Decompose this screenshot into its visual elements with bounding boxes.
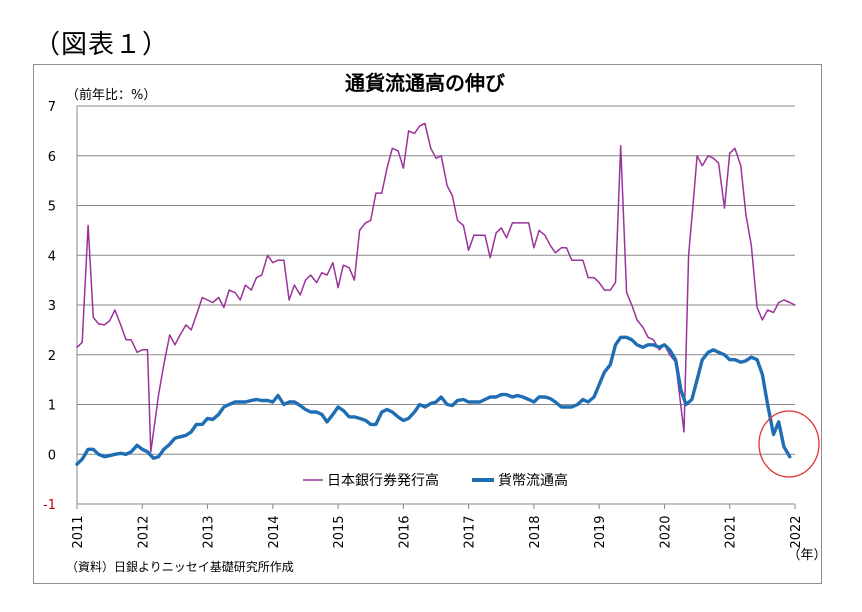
series-lines <box>75 122 796 466</box>
x-tick-label: 2020 <box>658 515 673 548</box>
y-tick-label: 0 <box>48 448 56 463</box>
x-tick-label: 2014 <box>267 515 282 548</box>
x-tick-label: 2012 <box>136 515 151 548</box>
y-tick-label: 6 <box>48 150 56 165</box>
x-axis-ticks: 2011 2012 2013 2014 2015 2016 2017 2018 2019 2020… <box>71 504 804 549</box>
legend-label-coins: 貨幣流通高 <box>498 472 568 489</box>
chart-title: 通貨流通高の伸び <box>345 71 506 95</box>
x-tick-label: 2016 <box>397 515 412 548</box>
highlight-circle <box>758 410 820 478</box>
y-axis-ticks: 7 6 5 4 3 2 1 0 -1 <box>43 100 56 513</box>
legend: 日本銀行券発行高 貨幣流通高 <box>303 472 568 489</box>
y-tick-label: 2 <box>48 349 56 364</box>
series-line-coins <box>75 335 792 466</box>
y-tick-label: 7 <box>48 100 56 115</box>
x-tick-label: 2018 <box>528 515 543 548</box>
legend-label-banknotes: 日本銀行券発行高 <box>327 472 439 489</box>
source-note: （資料）日銀よりニッセイ基礎研究所作成 <box>66 559 294 574</box>
x-tick-label: 2019 <box>593 515 608 548</box>
x-tick-label: 2022 <box>789 515 804 548</box>
y-tick-label: 5 <box>48 200 56 215</box>
x-tick-label: 2011 <box>71 515 86 548</box>
x-tick-label: 2017 <box>463 515 478 548</box>
x-unit-label: （年） <box>787 548 826 563</box>
y-tick-label: -1 <box>43 498 56 513</box>
figure-label: （図表１） <box>34 30 170 60</box>
x-tick-label: 2015 <box>332 515 347 548</box>
x-tick-label: 2021 <box>724 515 739 548</box>
x-tick-label: 2013 <box>202 515 217 548</box>
y-tick-label: 3 <box>48 299 56 314</box>
y-unit-label: （前年比：%） <box>66 87 156 103</box>
chart-frame <box>33 64 822 584</box>
gridlines <box>76 105 795 505</box>
y-tick-label: 1 <box>48 399 56 414</box>
y-tick-label: 4 <box>48 249 56 264</box>
